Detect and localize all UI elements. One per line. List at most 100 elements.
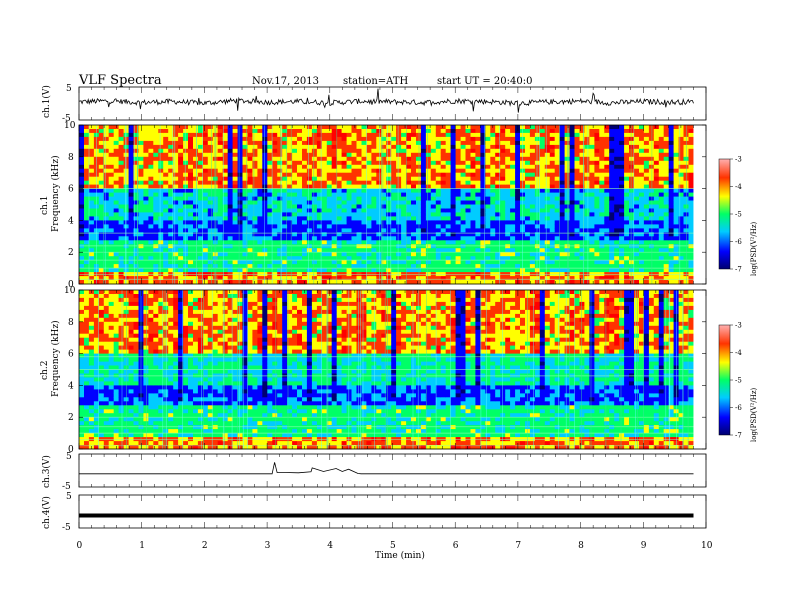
spectrogram-cell [529, 252, 536, 257]
spectrogram-cell [609, 172, 615, 178]
spectrogram-cell [163, 160, 169, 166]
spectrogram-cell [277, 232, 283, 237]
spectrogram-cell [178, 136, 184, 142]
spectrogram-cell [614, 188, 620, 193]
spectrogram-cell [391, 196, 397, 201]
spectrogram-cell [450, 200, 456, 205]
spectrogram-cell [316, 212, 323, 217]
spectrogram-cell [331, 240, 338, 245]
spectrogram-cell [237, 232, 243, 237]
spectrogram-cell [425, 180, 432, 186]
spectrogram-cell [663, 144, 670, 150]
spectrogram-cell [306, 216, 313, 221]
spectrogram-cell [336, 136, 343, 142]
spectrogram-cell [282, 236, 288, 241]
spectrogram-cell [153, 125, 159, 130]
spectrogram-cell [138, 200, 144, 205]
spectrogram-cell [445, 136, 452, 142]
spectrogram-cell [133, 276, 139, 281]
spectrogram-cell [197, 188, 204, 193]
spectrogram-cell [490, 192, 496, 197]
spectrogram-cell [624, 140, 630, 146]
spectrogram-cell [128, 228, 134, 233]
spectrogram-cell [663, 208, 670, 213]
spectrogram-cell [351, 144, 357, 150]
spectrogram-cell [425, 160, 432, 166]
spectrogram-cell [475, 144, 481, 150]
spectrogram-cell [287, 136, 293, 142]
spectrogram-cell [678, 208, 684, 213]
spectrogram-cell [143, 192, 149, 197]
spectrogram-cell [158, 268, 164, 273]
spectrogram-cell [589, 216, 595, 221]
spectrogram-cell [381, 232, 387, 237]
spectrogram-cell [643, 252, 650, 257]
spectrogram-cell [569, 172, 575, 178]
spectrogram-cell [306, 132, 313, 138]
spectrogram-cell [103, 212, 110, 217]
spectrogram-cell [515, 188, 521, 193]
spectrogram-cell [688, 268, 694, 273]
spectrogram-cell [490, 152, 496, 158]
spectrogram-cell [658, 276, 665, 281]
spectrogram-cell [653, 172, 660, 178]
spectrogram-cell [237, 144, 243, 150]
spectrogram-cell [143, 232, 149, 237]
spectrogram-cell [678, 164, 684, 170]
spectrogram-cell [574, 140, 580, 146]
spectrogram-cell [579, 148, 585, 154]
spectrogram-cell [376, 208, 382, 213]
spectrogram-cell [217, 164, 224, 170]
spectrogram-cell [629, 228, 635, 233]
spectrogram-cell [138, 192, 144, 197]
spectrogram-cell [629, 240, 635, 245]
spectrogram-cell [232, 172, 238, 178]
spectrogram-cell [594, 276, 600, 281]
spectrogram-cell [321, 236, 328, 241]
spectrogram-cell [594, 180, 600, 186]
spectrogram-cell [227, 256, 234, 261]
spectrogram-cell [183, 260, 189, 265]
spectrogram-cell [188, 132, 194, 138]
spectrogram-cell [336, 160, 343, 166]
spectrogram-cell [475, 164, 481, 170]
spectrogram-cell [351, 156, 357, 162]
spectrogram-cell [411, 228, 417, 233]
spectrogram-cell [321, 216, 328, 221]
spectrogram-cell [346, 212, 352, 217]
spectrogram-cell [197, 276, 204, 281]
spectrogram-cell [207, 125, 214, 130]
spectrogram-cell [212, 176, 219, 182]
spectrogram-cell [242, 180, 248, 186]
spectrogram-cell [539, 172, 546, 178]
spectrogram-cell [425, 132, 432, 138]
spectrogram-cell [98, 136, 105, 142]
spectrogram-cell [440, 176, 447, 182]
spectrogram-cell [306, 196, 313, 201]
spectrogram-cell [440, 268, 447, 273]
spectrogram-cell [534, 276, 541, 281]
spectrogram-cell [178, 148, 184, 154]
spectrogram-cell [391, 172, 397, 178]
spectrogram-cell [113, 220, 120, 225]
spectrogram-cell [668, 264, 675, 269]
spectrogram-cell [559, 204, 566, 209]
spectrogram-cell [311, 156, 318, 162]
spectrogram-cell [445, 129, 452, 134]
spectrogram-cell [450, 129, 456, 134]
spectrogram-cell [525, 276, 531, 281]
spectrogram-cell [128, 172, 134, 178]
spectrogram-cell [490, 156, 496, 162]
spectrogram-cell [197, 140, 204, 146]
spectrogram-cell [311, 260, 318, 265]
spectrogram-cell [470, 204, 476, 209]
spectrogram-cell [202, 228, 209, 233]
spectrogram-cell [688, 256, 694, 261]
spectrogram-cell [475, 252, 481, 257]
spectrogram-cell [406, 260, 412, 265]
spectrogram-cell [113, 164, 120, 170]
spectrogram-cell [569, 252, 575, 257]
spectrogram-cell [490, 180, 496, 186]
spectrogram-cell [158, 172, 164, 178]
spectrogram-cell [485, 156, 491, 162]
